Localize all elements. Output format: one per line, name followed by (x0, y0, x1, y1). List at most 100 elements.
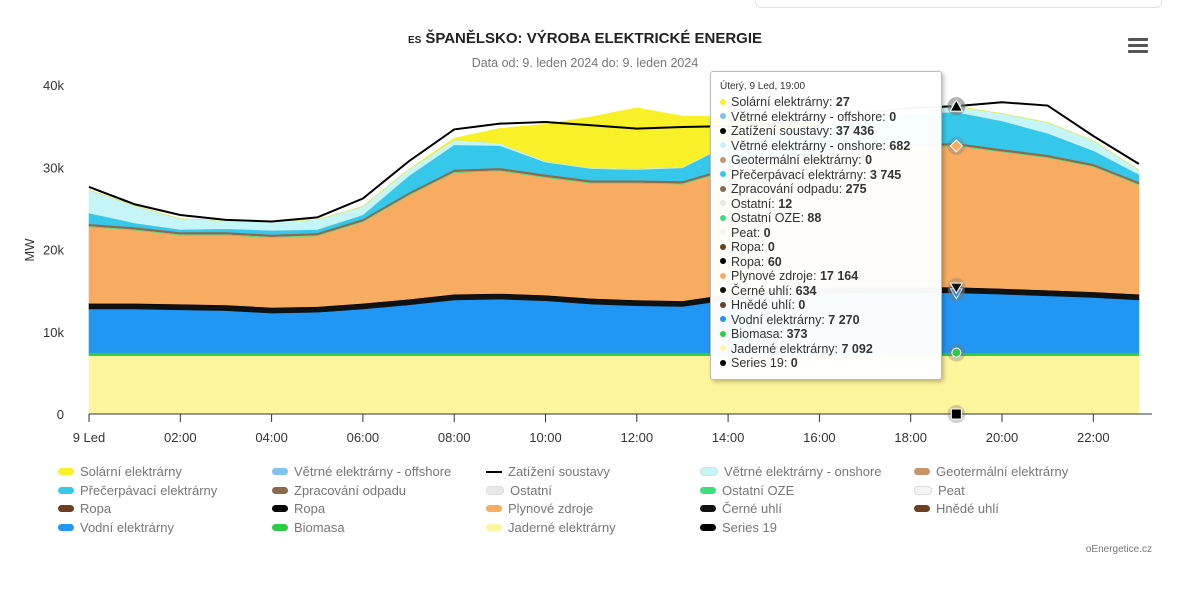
legend-item-jaderne-elektrarny[interactable]: Jaderné elektrárny (486, 520, 616, 535)
legend-symbol-icon (486, 470, 502, 473)
legend-item-biomasa[interactable]: Biomasa (272, 520, 345, 535)
legend-label: Geotermální elektrárny (936, 464, 1069, 479)
legend-item-vodni-elektrarny[interactable]: Vodní elektrárny (58, 520, 174, 535)
hamburger-menu-icon[interactable] (1128, 38, 1148, 56)
y-tick-label: 40k (43, 78, 64, 93)
marker-ropa (949, 282, 964, 295)
tooltip-series-name: Solární elektrárny (731, 95, 829, 109)
tooltip-separator: : (828, 124, 836, 138)
y-axis-label: MW (22, 238, 37, 262)
y-tick-label: 0 (57, 407, 64, 422)
x-tick-label: 12:00 (621, 430, 654, 445)
legend-item-zatizeni-soustavy[interactable]: Zatížení soustavy (486, 464, 610, 479)
legend-item-hnede-uhli[interactable]: Hnědé uhlí (914, 501, 999, 516)
tooltip-row-zpracovani-odpadu: Zpracování odpadu: 275 (720, 182, 941, 197)
tooltip-dot-icon (720, 345, 726, 352)
tooltip-dot-icon (720, 156, 726, 163)
tooltip-row-geotermalni-elektrarny: Geotermální elektrárny: 0 (720, 153, 941, 168)
legend-item-geotermalni-elektrarny[interactable]: Geotermální elektrárny (914, 464, 1068, 479)
tooltip-separator: : (788, 283, 796, 298)
legend-label: Zpracování odpadu (294, 482, 407, 498)
tooltip-dot-icon (720, 287, 726, 294)
legend-symbol-icon (486, 523, 502, 531)
tooltip-series-name: Ropa (731, 254, 761, 269)
legend-item-peat[interactable]: Peat (914, 483, 965, 498)
tooltip-series-name: Hnědé uhlí (731, 298, 792, 312)
tooltip-separator: : (834, 341, 842, 356)
tooltip-series-name: Černé uhlí (731, 283, 789, 298)
legend-item-ropa[interactable]: Ropa (58, 501, 111, 516)
legend-symbol-icon (914, 485, 932, 495)
legend-label: Series 19 (722, 519, 777, 535)
legend-item-ropa[interactable]: Ropa (272, 501, 325, 516)
legend-symbol-icon (914, 505, 930, 513)
tooltip-row-ostatni-oze: Ostatní OZE: 88 (720, 211, 941, 226)
tooltip-dot-icon (720, 171, 726, 178)
legend-item-ostatni[interactable]: Ostatní (486, 483, 552, 498)
hover-markers-group (947, 97, 966, 423)
tooltip-separator: : (779, 327, 787, 341)
legend-item-precerpavaci-elektrarny[interactable]: Přečerpávací elektrárny (58, 483, 217, 498)
tooltip-series-name: Jaderné elektrárny (731, 341, 835, 356)
chart-subtitle: Data od: 9. leden 2024 do: 9. leden 2024 (471, 56, 699, 70)
marker-plynove (949, 139, 964, 153)
legend-symbol-icon (700, 523, 716, 531)
tooltip-separator: : (858, 153, 866, 167)
tooltip-series-name: Ostatní OZE (731, 211, 801, 225)
tooltip-series-name: Zpracování odpadu (731, 182, 839, 196)
legend-item-series-19[interactable]: Series 19 (700, 520, 777, 535)
legend-label: Jaderné elektrárny (508, 519, 616, 535)
tooltip-row-vetrne-elektrarny-onshore: Větrné elektrárny - onshore: 682 (720, 139, 941, 154)
legend-item-ostatni-oze[interactable]: Ostatní OZE (700, 483, 794, 498)
tooltip-separator: : (791, 298, 799, 312)
legend-symbol-icon (486, 505, 502, 513)
axes-group: 0 10k 20k 30k 40k 9 Led 02:00 04:00 06:00 08:00 10… (22, 78, 1152, 445)
legend-item-plynove-zdroje[interactable]: Plynové zdroje (486, 501, 593, 516)
tooltip-row-ropa: Ropa: 0 (720, 240, 941, 255)
marker-biomasa (951, 347, 962, 358)
tooltip-value: 7 270 (828, 312, 860, 327)
tooltip-dot-icon (720, 330, 726, 337)
legend-item-vetrne-elektrarny-onshore[interactable]: Větrné elektrárny - onshore (700, 464, 882, 479)
legend-symbol-icon (272, 468, 288, 476)
tooltip-value: 0 (790, 356, 798, 370)
tooltip-row-ostatni: Ostatní: 12 (720, 197, 941, 212)
tooltip-series-name: Ostatní (731, 196, 772, 211)
tooltip-series-name: Ropa (731, 240, 761, 254)
marker-zatizeni (949, 99, 964, 112)
tooltip-separator: : (863, 167, 870, 182)
tooltip-series-name: Geotermální elektrárny (731, 153, 859, 167)
legend-item-vetrne-elektrarny-offshore[interactable]: Větrné elektrárny - offshore (272, 464, 451, 479)
tooltip-separator: : (760, 240, 768, 254)
y-tick-label: 30k (43, 160, 64, 175)
tooltip-series-name: Větrné elektrárny - offshore (731, 109, 883, 124)
y-tick-label: 20k (43, 243, 64, 258)
tooltip-dot-icon (720, 185, 726, 192)
x-tick-label: 06:00 (347, 430, 380, 445)
tooltip-row-peat: Peat: 0 (720, 226, 941, 241)
legend-symbol-icon (58, 486, 74, 494)
tooltip-row-cerne-uhli: Černé uhlí: 634 (720, 284, 941, 299)
tooltip-value: 682 (889, 138, 911, 153)
legend-label: Přečerpávací elektrárny (80, 482, 218, 498)
chart-plot[interactable]: 0 10k 20k 30k 40k 9 Led 02:00 04:00 06:00 08:00 10… (0, 0, 1200, 460)
legend-label: Větrné elektrárny - offshore (294, 464, 452, 479)
tooltip-value: 0 (798, 298, 806, 312)
tooltip-dot-icon (720, 229, 726, 236)
tooltip-series-name: Peat (731, 225, 757, 240)
x-tick-label: 16:00 (803, 430, 836, 445)
tooltip-value: 373 (786, 327, 808, 341)
tooltip-series-name: Vodní elektrárny (731, 312, 822, 327)
legend-symbol-icon (700, 505, 716, 513)
legend-item-solarni-elektrarny[interactable]: Solární elektrárny (58, 464, 182, 479)
tooltip-dot-icon (720, 258, 726, 265)
flag-label: ES (407, 35, 422, 46)
legend-item-zpracovani-odpadu[interactable]: Zpracování odpadu (272, 483, 406, 498)
area-series-group (88, 105, 1140, 415)
legend-symbol-icon (58, 505, 74, 513)
tooltip-separator: : (800, 211, 808, 225)
tooltip-separator: : (882, 109, 890, 124)
legend-item-cerne-uhli[interactable]: Černé uhlí (700, 501, 782, 516)
tooltip-separator: : (783, 356, 791, 370)
credits-link[interactable]: oEnergetice.cz (1085, 544, 1152, 555)
